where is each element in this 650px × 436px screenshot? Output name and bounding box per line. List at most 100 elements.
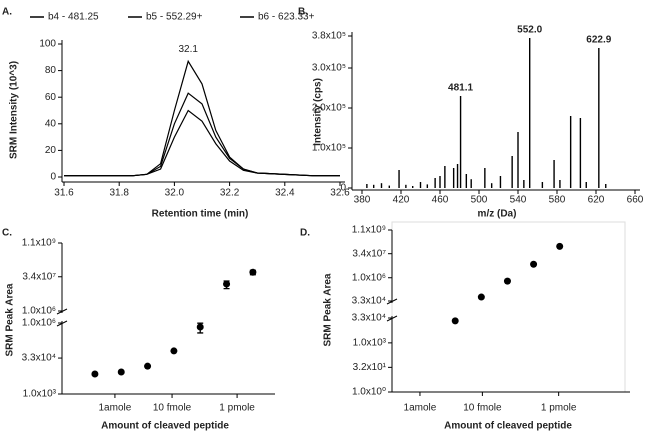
y-tick-label: 40 (45, 118, 57, 129)
peak (366, 184, 368, 188)
y-tick-label: 80 (45, 65, 57, 76)
point (477, 293, 485, 301)
peak (585, 182, 587, 188)
y-tick-label: 1.0x10⁶ (352, 272, 386, 283)
x-axis-label: Retention time (min) (152, 209, 249, 220)
x-tick-label: 32.4 (275, 188, 295, 199)
peak (426, 184, 429, 188)
peak (439, 176, 441, 188)
x-tick-label: 1 pmole (219, 403, 255, 414)
peak-label: 481.1 (448, 83, 473, 94)
y-tick-label: 0 (340, 183, 346, 194)
x-tick-label: 1amole (404, 403, 437, 414)
peak (405, 184, 407, 188)
y-tick-label: 1.0x10⁶ (22, 306, 56, 317)
x-tick-label: 420 (393, 195, 410, 206)
point (170, 347, 178, 355)
y-tick-label: 3.2x10¹ (353, 362, 387, 373)
y-axis-label: SRM Peak Area (323, 273, 334, 346)
x-tick-label: 1 pmole (541, 403, 577, 414)
y-tick-label: 3.3x10⁴ (352, 296, 386, 307)
point (223, 280, 231, 288)
y-tick-label: 20 (45, 145, 57, 156)
peak (490, 183, 493, 188)
point (249, 268, 257, 276)
x-tick-label: 31.6 (54, 188, 74, 199)
panel-d-frame (391, 221, 626, 393)
x-tick-label: 500 (471, 195, 488, 206)
x-tick-label: 10 fmole (463, 403, 502, 414)
y-tick-label: 3.3x10⁴ (22, 353, 56, 364)
peak (579, 118, 582, 188)
peak (456, 164, 459, 188)
point (196, 323, 204, 331)
panel-label: C. (2, 228, 12, 239)
annotation: 32.1 (178, 44, 198, 55)
peak (499, 176, 502, 188)
peak (529, 38, 531, 188)
y-tick-label: 3.3x10⁴ (352, 313, 386, 324)
y-tick-label: 3.4x10⁷ (22, 271, 56, 282)
peak (459, 96, 462, 188)
point (503, 277, 511, 285)
series-line (64, 109, 340, 177)
y-tick-label: 2.0x10⁵ (312, 103, 346, 114)
peak (511, 156, 513, 188)
peak (523, 180, 525, 188)
point (451, 317, 459, 325)
peak (434, 178, 436, 188)
peak-label: 622.9 (586, 35, 611, 46)
point (117, 368, 125, 376)
x-tick-label: 31.8 (109, 188, 129, 199)
point (556, 242, 564, 250)
point (530, 260, 538, 268)
x-tick-label: 620 (588, 195, 605, 206)
y-axis-label: Intensity (cps) (313, 78, 324, 146)
x-tick-label: 660 (627, 195, 644, 206)
break-marks (56, 298, 398, 327)
x-axis-label: Amount of cleaved peptide (101, 421, 229, 432)
x-tick-label: 580 (549, 195, 566, 206)
peak (388, 185, 390, 188)
peak (484, 168, 486, 188)
point (144, 362, 152, 370)
x-tick-label: 540 (510, 195, 527, 206)
peak (517, 132, 519, 188)
y-axis-label: SRM Intensity (10^3) (9, 61, 20, 159)
y-tick-label: 100 (39, 39, 56, 50)
point (91, 370, 99, 378)
peak (541, 182, 544, 188)
y-tick-label: 3.8x10⁵ (312, 31, 346, 42)
x-tick-label: 32.0 (165, 188, 185, 199)
legend-label: b5 - 552.29+ (146, 12, 203, 23)
legend-label: b4 - 481.25 (48, 12, 99, 23)
peak (559, 180, 561, 188)
peak (373, 184, 375, 188)
x-axis-label: m/z (Da) (478, 209, 517, 220)
y-tick-label: 1.1x10⁹ (352, 225, 386, 236)
peak (380, 183, 383, 188)
panel-label: A. (2, 7, 12, 18)
y-axis-label: SRM Peak Area (5, 283, 16, 356)
y-tick-label: 1.0x10³ (23, 389, 57, 400)
y-tick-label: 3.4x10⁷ (352, 248, 386, 259)
peak (598, 48, 600, 188)
legend-label: b6 - 623.33+ (258, 12, 315, 23)
peak (569, 116, 572, 188)
peak (605, 184, 607, 188)
peak (419, 182, 422, 188)
y-tick-label: 1.0x10⁶ (22, 318, 56, 329)
y-tick-label: 1.0x10⁰ (352, 387, 386, 398)
peak-label: 552.0 (517, 25, 542, 36)
peak (553, 160, 555, 188)
x-tick-label: 460 (432, 195, 449, 206)
y-tick-label: 1.0x10⁵ (312, 143, 346, 154)
y-tick-label: 60 (45, 92, 57, 103)
x-tick-label: 32.6 (330, 188, 350, 199)
y-tick-label: 1.0x10³ (353, 338, 387, 349)
x-tick-label: 380 (354, 195, 371, 206)
y-tick-label: 3.0x10⁵ (312, 63, 346, 74)
peak (444, 166, 446, 188)
peak (465, 174, 468, 188)
